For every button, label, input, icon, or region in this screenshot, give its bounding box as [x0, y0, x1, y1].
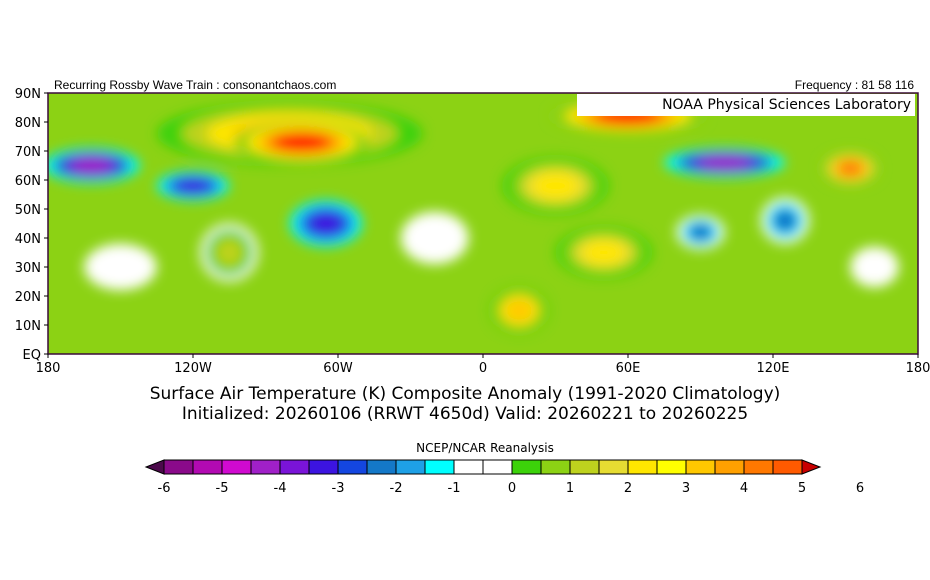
lat-tick-label: 10N — [15, 319, 41, 334]
colorbar-swatch — [772, 459, 803, 475]
colorbar-swatch — [714, 459, 745, 475]
colorbar-high-arrow — [801, 459, 822, 475]
colorbar-tick-label: 4 — [740, 481, 748, 496]
colorbar-swatch — [424, 459, 455, 475]
colorbar-swatch — [685, 459, 716, 475]
anomaly-region-europe-warm — [532, 173, 579, 199]
colorbar-low-arrow — [144, 459, 165, 475]
lat-tick-label: EQ — [23, 348, 41, 363]
colorbar-tick-label: -3 — [332, 481, 345, 496]
colorbar-swatch — [627, 459, 658, 475]
lat-tick-label: 50N — [15, 203, 41, 218]
colorbar-tick-label: 6 — [856, 481, 864, 496]
lat-tick-label: 90N — [15, 87, 41, 102]
colorbar-tick-label: -6 — [158, 481, 171, 496]
colorbar-tick-label: 3 — [682, 481, 690, 496]
anomaly-region-siberia-cold — [698, 156, 752, 169]
colorbar-swatch — [308, 459, 339, 475]
lon-tick-label: 120E — [756, 361, 789, 376]
colorbar-swatch — [395, 459, 426, 475]
anomaly-region-us-southwest-warm — [216, 239, 242, 266]
anomaly-region-east-asia-cold — [774, 210, 796, 231]
colorbar-tick-label: 2 — [624, 481, 632, 496]
colorbar-label: NCEP/NCAR Reanalysis — [416, 441, 554, 455]
colorbar-swatch — [221, 459, 252, 475]
anomaly-region-alaska-cold — [70, 157, 113, 174]
colorbar-swatch — [366, 459, 397, 475]
anomaly-region-west-pacific-neutral — [850, 246, 899, 288]
header-left-text: Recurring Rossby Wave Train : consonantc… — [54, 78, 337, 92]
colorbar-tick-label: -4 — [274, 481, 287, 496]
colorbar-swatch — [511, 459, 542, 475]
lat-tick-label: 70N — [15, 145, 41, 160]
lat-tick-label: 30N — [15, 261, 41, 276]
lon-tick-label: 120W — [174, 361, 212, 376]
lat-tick-label: 40N — [15, 232, 41, 247]
colorbar-tick-label: 0 — [508, 481, 516, 496]
colorbar-swatch — [192, 459, 223, 475]
lat-tick-label: 20N — [15, 290, 41, 305]
anomaly-region-central-asia-cold — [689, 224, 712, 240]
title-line-2: Initialized: 20260106 (RRWT 4650d) Valid… — [181, 404, 749, 424]
colorbar-swatch — [453, 459, 484, 475]
colorbar-tick-label: 1 — [566, 481, 574, 496]
frequency-text: Frequency : 81 58 116 — [794, 78, 914, 92]
lat-tick-label: 60N — [15, 174, 41, 189]
lon-tick-label: 60E — [616, 361, 641, 376]
anomaly-region-canada-cold — [177, 179, 209, 193]
colorbar-tick-label: -2 — [390, 481, 403, 496]
anomaly-region-greenland-core-warm — [272, 133, 332, 152]
anomaly-region-atlantic-neutral — [400, 211, 469, 265]
colorbar-tick-label: -1 — [448, 481, 461, 496]
colorbar-swatch — [743, 459, 774, 475]
lat-tick-label: 80N — [15, 116, 41, 131]
anomaly-region-pacific-neutral — [84, 243, 157, 291]
colorbar-tick-label: -5 — [216, 481, 229, 496]
colorbar-swatch — [250, 459, 281, 475]
anomaly-region-africa-warm — [506, 300, 532, 321]
colorbar-tick-label: 5 — [798, 481, 806, 496]
lab-label: NOAA Physical Sciences Laboratory — [577, 94, 915, 116]
lon-tick-label: 180 — [36, 361, 61, 376]
lon-tick-label: 60W — [323, 361, 353, 376]
lon-tick-label: 180 — [906, 361, 930, 376]
colorbar-swatch — [482, 459, 513, 475]
title-line-1: Surface Air Temperature (K) Composite An… — [149, 384, 781, 404]
colorbar-swatch — [569, 459, 600, 475]
colorbar-swatch — [163, 459, 194, 475]
colorbar-swatch — [540, 459, 571, 475]
colorbar-swatch — [337, 459, 368, 475]
lon-tick-label: 0 — [479, 361, 487, 376]
colorbar-swatch — [656, 459, 687, 475]
anomaly-region-middle-east-warm — [582, 241, 625, 264]
colorbar-swatch — [279, 459, 310, 475]
anomaly-region-far-east-warm — [837, 160, 864, 177]
anomaly-region-eastern-us-cold — [310, 213, 342, 234]
colorbar-swatch — [598, 459, 629, 475]
